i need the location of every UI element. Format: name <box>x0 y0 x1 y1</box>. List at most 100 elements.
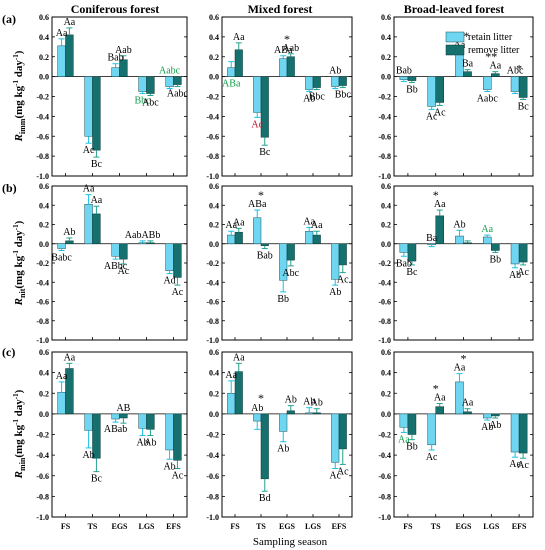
significance-label: Bc <box>406 267 418 278</box>
significance-label: Ab <box>481 422 493 433</box>
significance-star: * <box>284 32 290 46</box>
bar-retain-TS <box>84 413 93 431</box>
y-tick-label: -0.8 <box>36 152 49 161</box>
bar-retain-FS <box>227 67 236 77</box>
legend-swatch-remove <box>445 44 465 56</box>
significance-label: Aa <box>481 224 493 235</box>
x-axis-label: Sampling season <box>253 536 328 548</box>
significance-label: Abc <box>507 66 524 77</box>
significance-star: * <box>433 188 439 202</box>
bar-retain-EGS <box>455 235 464 245</box>
y-tick-label: -1.0 <box>378 172 391 181</box>
significance-label: Aa <box>83 184 95 195</box>
significance-label: Ab <box>277 444 289 455</box>
bar-remove-EFS <box>173 413 182 461</box>
bar-retain-TS <box>84 76 93 137</box>
row-label-b: (b) <box>2 181 17 195</box>
y-tick-label: 0.2 <box>209 221 219 230</box>
x-tick-label: TS <box>88 522 98 531</box>
bar-retain-FS <box>399 413 409 428</box>
bar-retain-TS <box>253 217 262 244</box>
y-tick-label: -0.8 <box>36 317 49 326</box>
significance-label: Ab <box>303 397 315 408</box>
y-tick-label: -0.8 <box>378 492 391 501</box>
y-tick-label: -0.2 <box>36 431 49 440</box>
bar-retain-TS <box>84 204 93 245</box>
y-tick-label: -0.8 <box>206 317 219 326</box>
x-tick-label: FS <box>61 522 71 531</box>
significance-label: Ba <box>426 233 438 244</box>
significance-label: Ab <box>509 270 521 281</box>
bar-remove-FS <box>407 413 417 435</box>
significance-star: * <box>461 352 467 366</box>
significance-label: Bab <box>108 53 124 64</box>
panel-b-mixed: 0.60.40.20.0-0.2-0.4-0.6-0.8-1.0AaAaABaB… <box>206 182 353 345</box>
y-tick-label: 0.0 <box>209 410 219 419</box>
y-tick-label: 0.6 <box>39 182 49 191</box>
y-tick-label: -0.4 <box>36 278 49 287</box>
significance-label: Bb <box>489 254 501 265</box>
bar-remove-EGS <box>286 243 295 261</box>
panel-c-mixed: 0.6 0.4 0.2 0.0 -0.2 -0.4 -0.6 -0.8 -1.0 FS TS EGS L… <box>206 348 353 531</box>
y-tick-label: 0.2 <box>209 389 219 398</box>
significance-label: Aa <box>398 434 410 445</box>
y-tick-label: 0.2 <box>381 389 391 398</box>
y-tick-label: -0.4 <box>378 278 391 287</box>
y-tick-label: 0.6 <box>209 182 219 191</box>
panel-b-coniferous: 0.6 0.4 0.2 0.0 -0.2 -0.4 -0.6 -0.8 -1.0 Babc Ab Aa… <box>36 182 188 345</box>
bar-remove-LGS <box>491 413 500 417</box>
y-tick-label: 0.0 <box>381 410 391 419</box>
bar-retain-EFS <box>165 76 174 87</box>
y-tick-label: 0.6 <box>381 13 391 22</box>
bar-retain-LGS <box>138 242 147 245</box>
significance-label: Ab <box>136 438 148 449</box>
y-tick-label: -0.8 <box>206 492 219 501</box>
x-tick-label: LGS <box>305 522 322 531</box>
significance-label: Aa <box>64 17 76 28</box>
bar-retain-EFS <box>510 413 520 453</box>
bar-remove-EGS <box>463 71 472 77</box>
significance-label: ABa <box>248 199 267 210</box>
bar-remove-LGS <box>146 242 155 245</box>
y-tick-label: 0.6 <box>209 13 219 22</box>
y-tick-label: 0.6 <box>209 348 219 357</box>
y-tick-label: -0.2 <box>378 93 391 102</box>
significance-label: Ac <box>118 266 130 277</box>
x-tick-label: EGS <box>279 522 296 531</box>
significance-label: Ab <box>144 438 156 449</box>
y-tick-label: -1.0 <box>36 513 49 522</box>
significance-label: Aab <box>282 43 299 54</box>
y-tick-label: -0.8 <box>378 317 391 326</box>
y-tick-label: -0.4 <box>378 451 391 460</box>
y-tick-label: -0.6 <box>378 132 391 141</box>
y-tick-label: -0.4 <box>36 451 49 460</box>
significance-label: Aa <box>56 28 68 39</box>
bar-retain-FS <box>399 76 409 80</box>
bar-retain-FS <box>227 393 236 415</box>
significance-label: Abc <box>282 268 299 279</box>
y-tick-label: 0.4 <box>381 369 391 378</box>
significance-label: Bab <box>257 251 273 262</box>
bar-retain-EFS <box>331 76 340 87</box>
y-tick-label: 0.4 <box>39 33 49 42</box>
x-tick-label: EGS <box>111 522 128 531</box>
bar-retain-LGS <box>138 76 147 92</box>
bar-remove-FS <box>407 76 417 81</box>
panel-a-mixed: 0.6 0.4 0.2 0.0 -0.2 -0.4 -0.6 -0.8 -1.0 ABa Aa Ac B… <box>206 13 353 181</box>
significance-label: Aa <box>91 195 103 206</box>
significance-label: Ab <box>489 420 501 431</box>
significance-label: Aa <box>434 199 446 210</box>
significance-label: Ac <box>426 452 438 463</box>
bar-retain-EGS <box>279 413 288 432</box>
significance-label: Babc <box>51 252 72 263</box>
panels: 0.60.40.20.0-0.2-0.4-0.6-0.8-1.0AaAaAcBc… <box>36 13 534 531</box>
significance-label: Aa <box>454 363 466 374</box>
x-tick-label: TS <box>431 522 441 531</box>
significance-label: Aa <box>225 220 237 231</box>
y-tick-label: 0.0 <box>381 240 391 249</box>
y-tick-label: 0.0 <box>209 240 219 249</box>
significance-label: Aa <box>311 220 323 231</box>
significance-label: Ac <box>329 471 341 482</box>
